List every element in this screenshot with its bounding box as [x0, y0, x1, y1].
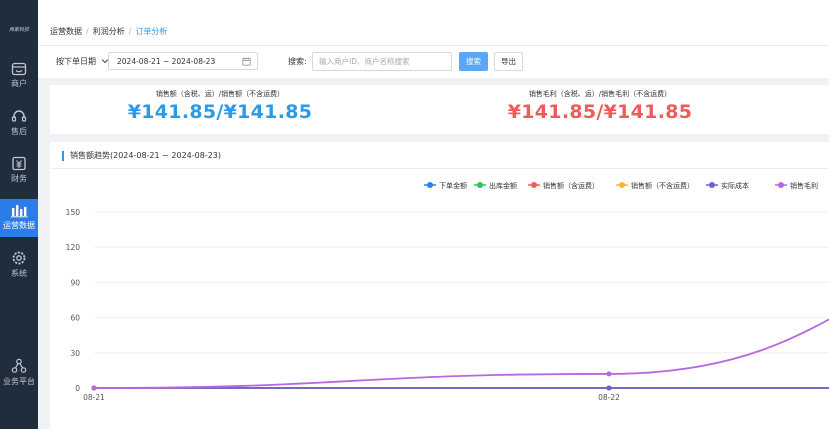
legend-label[interactable]: 销售额（不含运费） — [631, 181, 694, 190]
date-type-label: 按下单日期 — [56, 57, 96, 66]
legend-label[interactable]: 出库金额 — [489, 181, 517, 190]
legend-label[interactable]: 实际成本 — [721, 181, 749, 190]
y-tick-label: 0 — [75, 384, 80, 393]
logo: 商家科技 — [8, 27, 29, 33]
sales-value: ¥141.85/¥141.85 — [127, 101, 313, 123]
breadcrumb-current: 订单分析 — [135, 27, 168, 36]
legend-marker — [709, 182, 715, 188]
profit-stat: 销售毛利（含税、运）/销售毛利（不含运费） ¥141.85/¥141.85 — [470, 89, 730, 123]
legend-marker — [477, 182, 483, 188]
search-label: 搜索: — [288, 57, 307, 66]
legend-marker — [619, 182, 625, 188]
sales-stat: 销售额（含税、运）/销售额（不含运费） ¥141.85/¥141.85 — [90, 89, 350, 123]
sidebar-item-finance[interactable]: 财务 — [0, 156, 38, 190]
breadcrumb: 运营数据 / 利润分析 / 订单分析 — [50, 26, 167, 37]
stats-panel: 销售额（含税、运）/销售额（不含运费） ¥141.85/¥141.85 销售毛利… — [50, 85, 829, 134]
data-point[interactable] — [606, 371, 612, 377]
export-button[interactable]: 导出 — [494, 52, 523, 71]
legend-label[interactable]: 销售额（含运费） — [543, 181, 599, 190]
series-line — [93, 318, 829, 389]
sidebar-item-label: 业务平台 — [3, 377, 35, 386]
calendar-icon — [242, 57, 251, 66]
data-point[interactable] — [91, 385, 97, 391]
legend-marker — [427, 182, 433, 188]
breadcrumb-item[interactable]: 运营数据 — [50, 27, 82, 36]
legend-label[interactable]: 销售毛利 — [790, 181, 818, 190]
sidebar-item-merchant[interactable]: 商户 — [0, 62, 38, 96]
legend-marker — [531, 182, 537, 188]
legend-marker — [778, 182, 784, 188]
sidebar-item-label: 商户 — [11, 79, 27, 88]
sales-trend-chart: 0 30 60 90 120 150 08-21 08-22 下单金额 出库金额 销售额（含运费） 销… — [66, 181, 829, 402]
sidebar-item-system[interactable]: 系统 — [0, 250, 38, 284]
sidebar-item-operations-data[interactable]: 运营数据 — [0, 199, 38, 237]
search-input[interactable] — [313, 53, 451, 70]
y-tick-label: 60 — [70, 314, 80, 323]
sidebar-item-label: 财务 — [11, 174, 27, 183]
gear-icon — [12, 251, 26, 265]
breadcrumb-separator: / — [128, 27, 132, 36]
headset-icon — [11, 110, 27, 122]
sidebar-item-label: 售后 — [11, 127, 27, 136]
y-tick-label: 30 — [70, 349, 80, 358]
y-tick-label: 150 — [66, 208, 81, 217]
sidebar-item-label: 运营数据 — [3, 221, 35, 230]
chart-title: 销售额趋势(2024-08-21 ~ 2024-08-23) — [62, 151, 221, 161]
search-button[interactable]: 搜索 — [459, 52, 488, 71]
date-type-select[interactable]: 按下单日期 — [56, 56, 109, 67]
breadcrumb-item[interactable]: 利润分析 — [92, 27, 125, 36]
sidebar-item-aftersale[interactable]: 售后 — [0, 109, 38, 143]
divider — [50, 168, 829, 169]
top-bar: 运营数据 / 利润分析 / 订单分析 — [38, 0, 829, 46]
bar-chart-icon — [11, 205, 28, 218]
breadcrumb-separator: / — [86, 27, 89, 36]
network-icon — [11, 358, 27, 373]
sidebar-item-business-platform[interactable]: 业务平台 — [0, 358, 38, 392]
x-tick-label: 08-22 — [598, 393, 620, 402]
sidebar: 商家科技 商户 售后 财务 运营数据 — [0, 0, 38, 429]
date-range-value: 2024-08-21 ~ 2024-08-23 — [117, 57, 216, 66]
filter-bar: 按下单日期 2024-08-21 ~ 2024-08-23 搜索: 搜索 导出 — [38, 46, 829, 78]
profit-caption: 销售毛利（含税、运）/销售毛利（不含运费） — [528, 90, 672, 98]
y-tick-label: 90 — [70, 278, 80, 287]
profit-value: ¥141.85/¥141.85 — [507, 101, 693, 123]
date-range-picker[interactable]: 2024-08-21 ~ 2024-08-23 — [108, 52, 258, 70]
x-tick-label: 08-21 — [83, 393, 105, 402]
search-input-wrapper[interactable] — [312, 52, 452, 71]
data-point[interactable] — [606, 385, 612, 391]
store-icon — [11, 62, 27, 76]
sales-caption: 销售额（含税、运）/销售额（不含运费） — [155, 90, 285, 98]
chart-panel: 销售额趋势(2024-08-21 ~ 2024-08-23) 0 30 60 90 12… — [50, 142, 829, 429]
finance-icon — [12, 156, 26, 171]
y-tick-label: 120 — [66, 243, 81, 252]
sidebar-item-label: 系统 — [11, 269, 27, 278]
legend-label[interactable]: 下单金额 — [439, 181, 467, 190]
chevron-down-icon — [101, 59, 108, 64]
